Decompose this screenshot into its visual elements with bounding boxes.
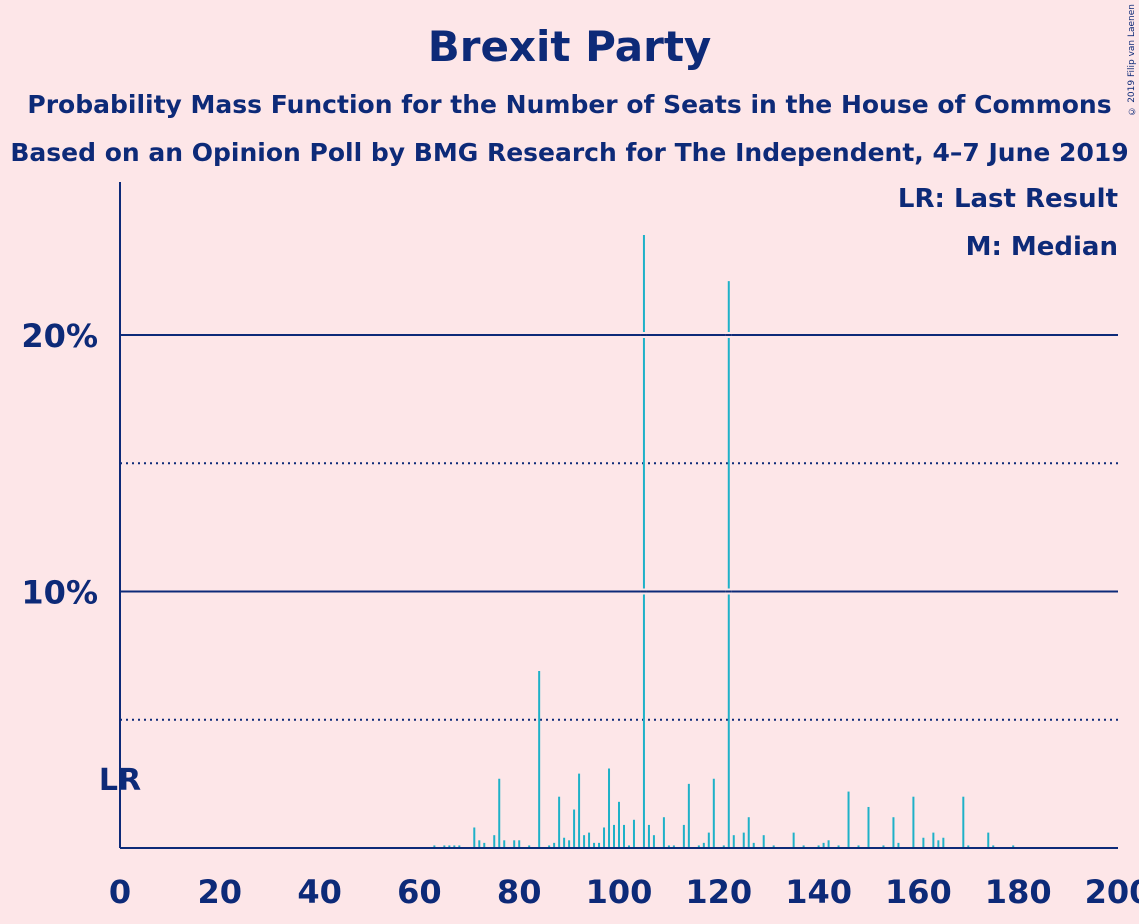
x-tick-label-100: 100 (586, 873, 653, 911)
x-tick-label-180: 180 (985, 873, 1052, 911)
x-tick-label-160: 160 (885, 873, 952, 911)
legend-last-result: LR: Last Result (897, 184, 1118, 214)
x-tick-label-80: 80 (497, 873, 542, 911)
x-tick-label-60: 60 (397, 873, 442, 911)
y-tick-label-20: 20% (21, 317, 98, 355)
chart-subtitle-1: Probability Mass Function for the Number… (27, 90, 1112, 119)
x-tick-label-20: 20 (198, 873, 243, 911)
x-tick-label-40: 40 (297, 873, 342, 911)
y-tick-label-10: 10% (21, 574, 98, 612)
x-tick-label-120: 120 (685, 873, 752, 911)
last-result-label: LR (99, 763, 141, 798)
legend-median: M: Median (965, 232, 1118, 262)
x-tick-label-0: 0 (109, 873, 131, 911)
chart-subtitle-2: Based on an Opinion Poll by BMG Research… (10, 138, 1129, 167)
x-tick-label-200: 200 (1085, 873, 1139, 911)
chart-title: Brexit Party (427, 22, 712, 71)
x-tick-label-140: 140 (785, 873, 852, 911)
